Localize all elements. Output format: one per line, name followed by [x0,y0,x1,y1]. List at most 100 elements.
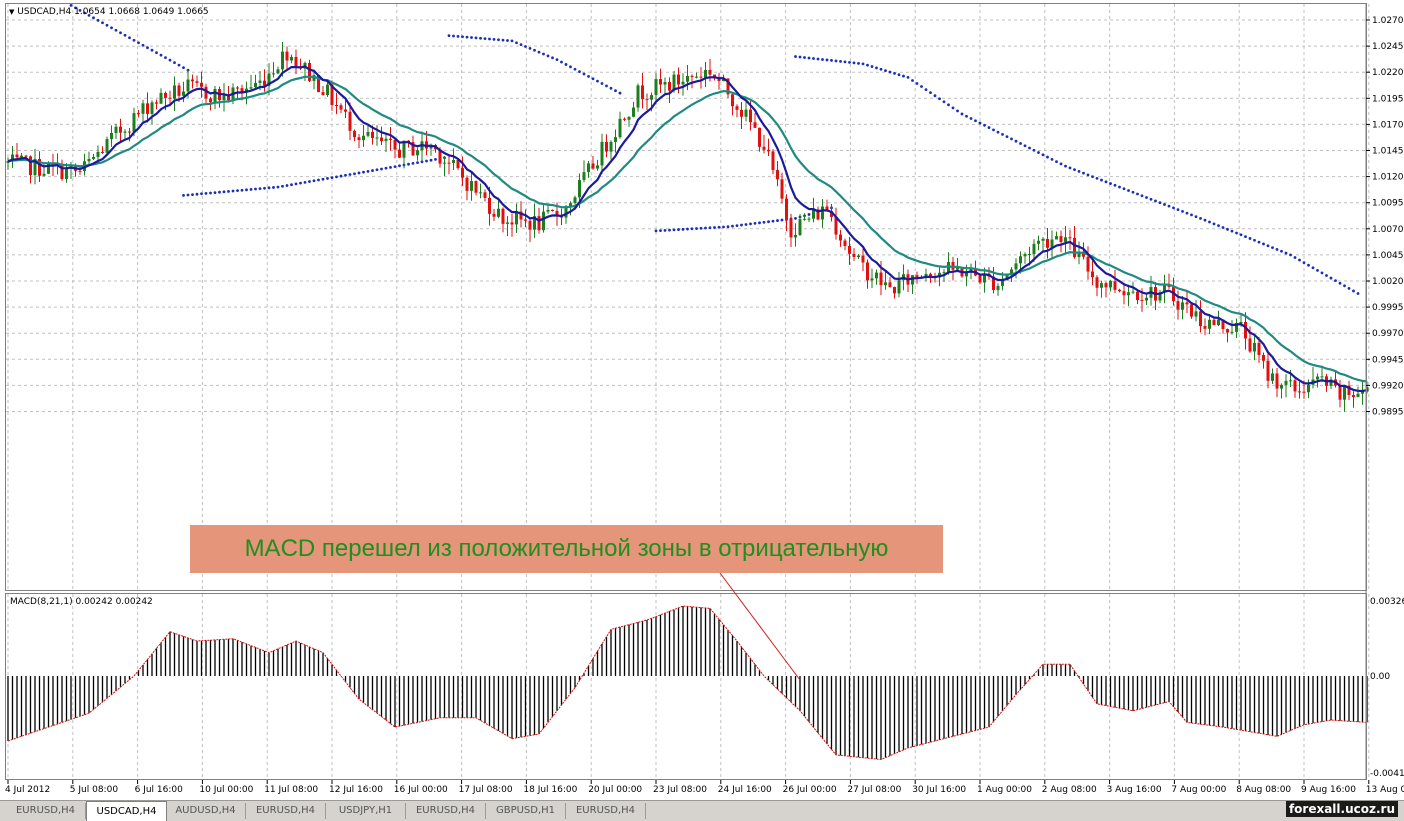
candle-body [992,276,995,290]
sar-dot [902,74,905,78]
chart-tab[interactable]: AUDUSD,H4 [166,803,246,819]
time-tick-label: 18 Jul 16:00 [523,785,577,795]
candle-body [1293,380,1297,392]
sar-dot [488,37,491,41]
sar-dot [335,175,338,179]
candle-body [483,192,487,198]
candle-body [924,273,928,277]
sar-dot [209,191,212,195]
candle-body [123,131,127,133]
parabolic-sar [69,3,1360,295]
sar-dot [1023,144,1027,148]
candle-body [1280,384,1283,389]
sar-dot [362,170,365,174]
candle-body [852,253,856,257]
watermark: forexall.ucoz.ru [1285,801,1398,817]
sar-dot [452,34,455,38]
sar-dot [708,226,712,230]
symbol-header[interactable]: ▼ USDCAD,H4 1.0654 1.0668 1.0649 1.0665 [9,7,209,17]
sar-dot [1059,162,1063,166]
candle-body [627,116,631,120]
sar-dot [546,54,550,58]
candle-body [1167,285,1171,287]
sar-dot [753,221,757,225]
candle-body [1194,311,1198,317]
price-chart[interactable]: 1.0270 1.0245 1.0220 1.0195 1.0170 1.0145 1.01… [0,0,1404,800]
sar-dot [348,173,352,176]
sar-dot [843,60,847,64]
candle-body [1113,281,1117,290]
time-axis: 4 Jul 2012 5 Jul 08:00 6 Jul 16:00 10 Jul 0… [5,780,1404,795]
candle-body [497,208,500,217]
candle-body [551,209,554,211]
sar-dot [1230,229,1234,233]
candle-body [807,218,811,220]
candle-body [1298,391,1301,393]
candle-body [794,235,797,238]
candle-body [911,275,914,285]
sar-dot [200,192,203,196]
candle-body [1257,342,1261,356]
sar-dot [573,67,577,71]
candle-body [492,213,496,217]
sar-dot [1298,258,1301,262]
chart-tab[interactable]: EURUSD,H4 [6,803,86,819]
candle-body [344,109,347,112]
sar-dot [492,37,496,41]
candle-body [200,82,203,87]
sar-dot [398,164,401,168]
candle-body [600,141,604,166]
candle-body [1208,319,1211,329]
sar-dot [740,223,743,227]
sar-dot [1118,185,1121,189]
candle-body [1019,256,1022,264]
sar-dot [551,56,554,60]
candle-body [308,62,311,81]
sar-dot [1325,274,1328,277]
sar-dot [1028,146,1031,150]
time-tick-label: 30 Jul 16:00 [912,785,966,795]
candle-body [398,149,401,158]
sar-dot [1338,281,1342,285]
sar-dot [996,130,1000,134]
price-tick-label: 1.0020 [1372,277,1404,287]
sar-dot [1275,248,1279,251]
sar-dot [276,185,280,189]
candle-body [1023,254,1027,257]
sar-dot [1334,279,1337,283]
candle-body [254,82,257,88]
chart-frame [5,3,1367,780]
sar-dot [600,82,604,85]
candle-body [1068,237,1072,239]
sar-dot [1014,139,1018,143]
annotation-pointer [719,572,801,681]
sar-dot [254,187,257,191]
sar-dot [1001,132,1004,136]
chart-grid [6,4,1370,779]
candle-body [699,76,703,78]
candle-body [465,177,469,191]
chart-tab[interactable]: EURUSD,H4 [406,803,486,819]
candle-body [1010,269,1013,276]
chart-tab[interactable]: EURUSD,H4 [566,803,646,819]
sar-dot [141,43,145,47]
candle-body [726,78,730,95]
chart-tab[interactable]: GBPUSD,H1 [486,803,566,819]
chart-tab[interactable]: USDJPY,H1 [326,803,406,819]
chevron-down-icon[interactable]: ▼ [9,8,15,16]
candle-body [105,139,109,153]
sar-dot [825,58,829,62]
candle-body [29,156,32,176]
sar-dot [1289,253,1292,257]
sar-dot [929,91,932,95]
sar-dot [497,38,500,42]
sar-dot [609,86,613,90]
sar-dot [713,226,716,229]
candle-body [771,151,775,171]
chart-tab[interactable]: USDCAD,H4 [86,801,167,821]
candle-body [1082,251,1085,257]
price-tick-label: 1.0170 [1372,120,1404,130]
candle-body [321,92,325,95]
candle-body [731,94,734,107]
chart-tab[interactable]: EURUSD,H4 [246,803,326,819]
